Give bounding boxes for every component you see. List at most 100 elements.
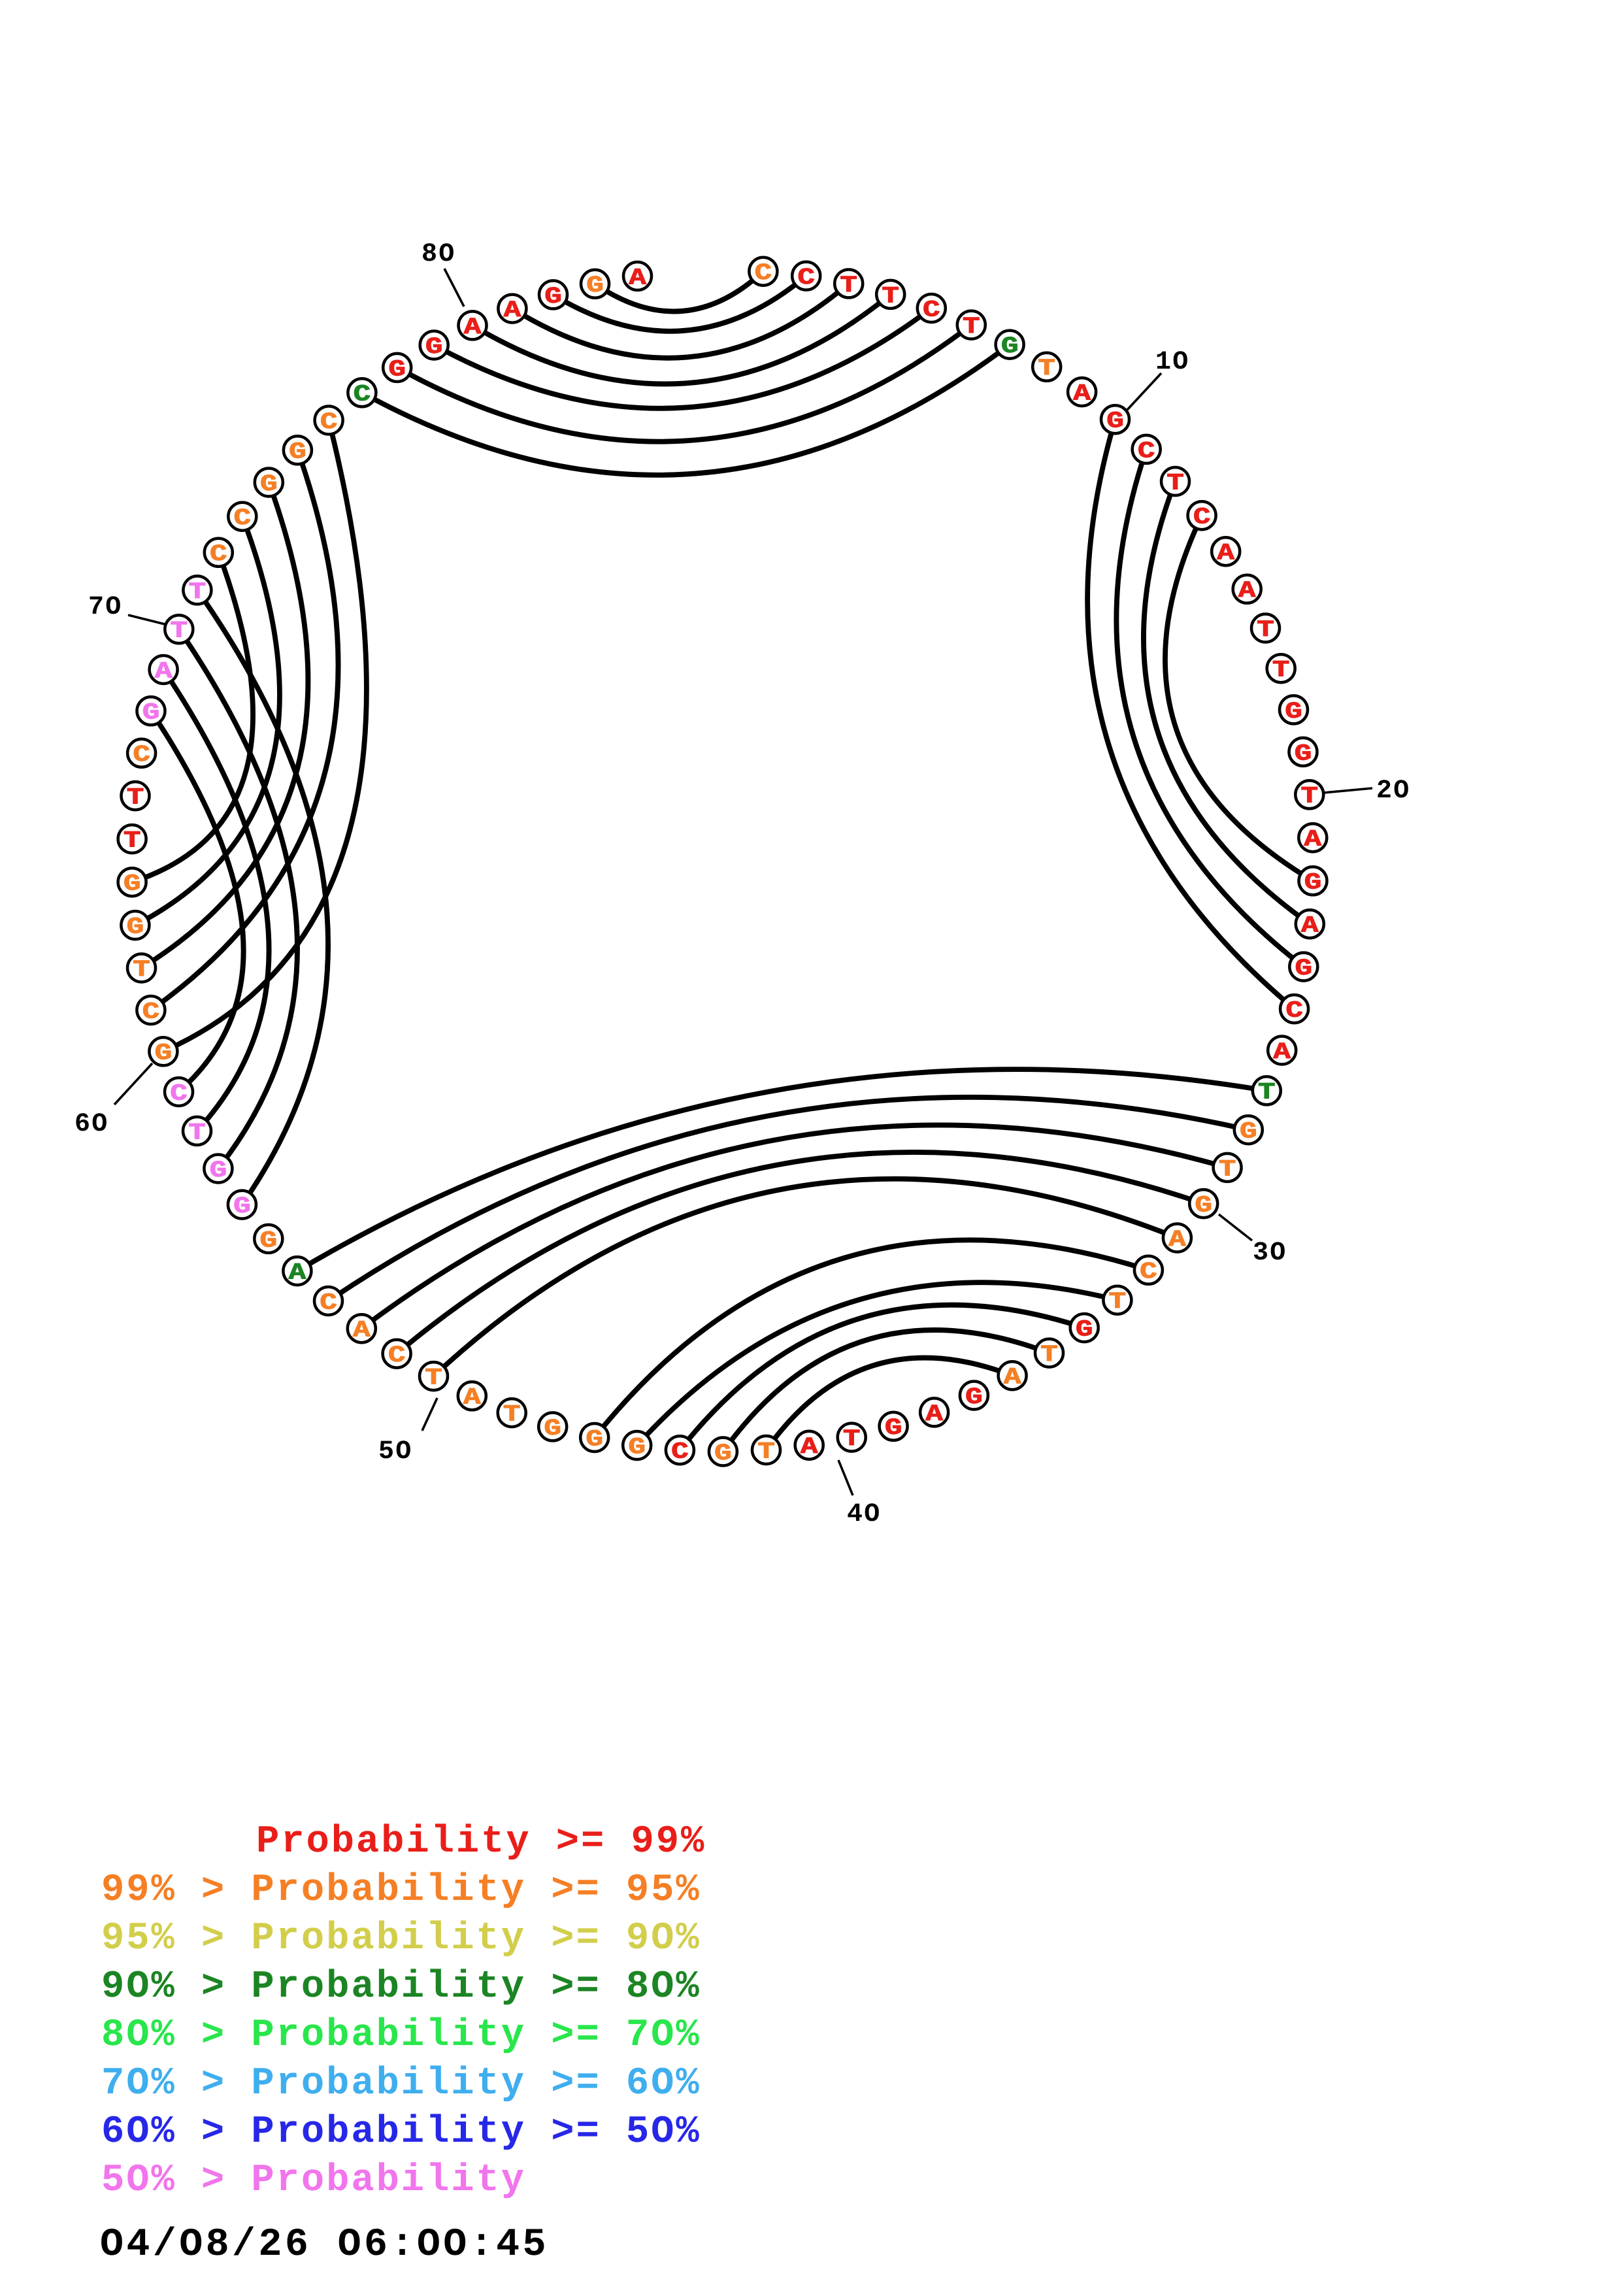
svg-text:C: C <box>170 1080 188 1106</box>
svg-text:C: C <box>133 742 150 768</box>
svg-text:A: A <box>1304 827 1323 853</box>
svg-text:C: C <box>320 409 338 435</box>
svg-text:G: G <box>142 700 160 726</box>
svg-text:T: T <box>1257 617 1274 643</box>
svg-text:8O: 8O <box>422 240 455 269</box>
svg-text:G: G <box>544 1416 561 1442</box>
svg-text:G: G <box>1240 1119 1257 1145</box>
svg-text:A: A <box>1217 541 1235 567</box>
svg-text:C: C <box>755 260 772 286</box>
svg-text:A: A <box>155 658 173 684</box>
svg-text:T: T <box>189 579 207 605</box>
svg-text:G: G <box>1295 956 1313 982</box>
svg-text:T: T <box>188 1120 206 1146</box>
svg-text:Probability >= 99%: Probability >= 99% <box>256 1820 706 1863</box>
svg-text:C: C <box>1140 1259 1157 1285</box>
svg-text:G: G <box>1304 870 1322 896</box>
svg-text:T: T <box>757 1439 775 1465</box>
svg-text:G: G <box>127 914 144 940</box>
svg-text:G: G <box>260 1227 278 1254</box>
svg-text:G: G <box>1195 1193 1212 1219</box>
svg-text:T: T <box>171 618 188 644</box>
svg-text:1O: 1O <box>1155 348 1189 377</box>
svg-text:A: A <box>463 1385 482 1411</box>
svg-text:T: T <box>124 828 141 854</box>
svg-text:G: G <box>1285 699 1302 725</box>
svg-text:A: A <box>289 1260 307 1286</box>
svg-text:G: G <box>289 439 306 465</box>
svg-text:T: T <box>127 785 144 811</box>
svg-text:T: T <box>963 314 980 340</box>
svg-text:A: A <box>801 1434 819 1460</box>
svg-text:T: T <box>1038 356 1055 382</box>
svg-text:T: T <box>882 283 899 309</box>
svg-text:T: T <box>1219 1156 1236 1182</box>
svg-text:T: T <box>1040 1342 1058 1368</box>
svg-text:G: G <box>260 471 278 497</box>
svg-text:C: C <box>354 382 371 408</box>
svg-text:G: G <box>885 1415 902 1441</box>
svg-text:T: T <box>1258 1080 1276 1106</box>
svg-text:A: A <box>1301 913 1319 939</box>
svg-text:G: G <box>210 1157 227 1184</box>
svg-text:A: A <box>1273 1039 1291 1065</box>
svg-text:A: A <box>925 1401 944 1427</box>
svg-text:4O: 4O <box>847 1500 881 1529</box>
svg-text:3O: 3O <box>1253 1239 1287 1268</box>
svg-text:A: A <box>1238 578 1257 604</box>
svg-text:A: A <box>1004 1365 1022 1391</box>
svg-text:G: G <box>124 871 141 897</box>
svg-text:T: T <box>133 957 150 983</box>
svg-text:G: G <box>714 1440 732 1467</box>
svg-text:6O% > Probability >= 5O%: 6O% > Probability >= 5O% <box>101 2110 701 2154</box>
svg-text:T: T <box>1166 470 1184 496</box>
svg-text:A: A <box>1168 1227 1187 1253</box>
svg-text:7O: 7O <box>88 593 122 622</box>
svg-text:G: G <box>1106 408 1124 435</box>
svg-text:G: G <box>628 1434 646 1460</box>
svg-text:A: A <box>464 314 482 341</box>
svg-text:C: C <box>320 1289 337 1316</box>
svg-text:C: C <box>1193 505 1211 531</box>
svg-text:T: T <box>1109 1289 1127 1315</box>
svg-text:C: C <box>210 541 227 567</box>
svg-text:G: G <box>155 1040 173 1067</box>
svg-text:A: A <box>629 265 647 291</box>
svg-text:T: T <box>503 1402 521 1428</box>
svg-text:C: C <box>234 505 252 531</box>
svg-text:C: C <box>142 999 160 1025</box>
svg-text:C: C <box>1138 438 1155 464</box>
svg-text:99% > Probability >= 95%: 99% > Probability >= 95% <box>101 1868 701 1912</box>
svg-text:A: A <box>1073 381 1091 407</box>
svg-text:C: C <box>671 1439 689 1465</box>
svg-text:G: G <box>233 1193 251 1220</box>
svg-text:C: C <box>797 265 815 291</box>
svg-text:G: G <box>544 284 562 310</box>
svg-text:C: C <box>388 1342 406 1369</box>
svg-text:A: A <box>353 1318 371 1344</box>
svg-text:2O: 2O <box>1376 776 1410 806</box>
svg-text:O4/O8/26 O6:OO:45: O4/O8/26 O6:OO:45 <box>100 2223 549 2267</box>
svg-text:95% > Probability >= 9O%: 95% > Probability >= 9O% <box>101 1916 701 1960</box>
svg-text:6O: 6O <box>74 1110 108 1139</box>
svg-text:C: C <box>923 297 940 323</box>
svg-text:T: T <box>840 273 857 299</box>
svg-text:8O% > Probability >= 7O%: 8O% > Probability >= 7O% <box>101 2013 701 2057</box>
svg-text:T: T <box>843 1426 861 1452</box>
svg-text:G: G <box>586 273 604 299</box>
svg-text:G: G <box>586 1426 603 1452</box>
svg-text:C: C <box>1285 998 1303 1024</box>
svg-text:G: G <box>1076 1317 1093 1343</box>
svg-text:G: G <box>1001 333 1019 359</box>
svg-text:T: T <box>1301 784 1319 810</box>
svg-text:G: G <box>425 334 443 360</box>
svg-text:G: G <box>965 1384 983 1410</box>
svg-text:G: G <box>388 356 406 382</box>
svg-text:5O% > Probability: 5O% > Probability <box>101 2158 526 2202</box>
svg-text:G: G <box>1295 740 1312 767</box>
svg-text:5O: 5O <box>378 1437 412 1467</box>
svg-text:T: T <box>1272 657 1290 684</box>
svg-text:T: T <box>425 1365 442 1391</box>
svg-text:9O% > Probability >= 8O%: 9O% > Probability >= 8O% <box>101 1965 701 2008</box>
svg-text:A: A <box>504 297 522 324</box>
